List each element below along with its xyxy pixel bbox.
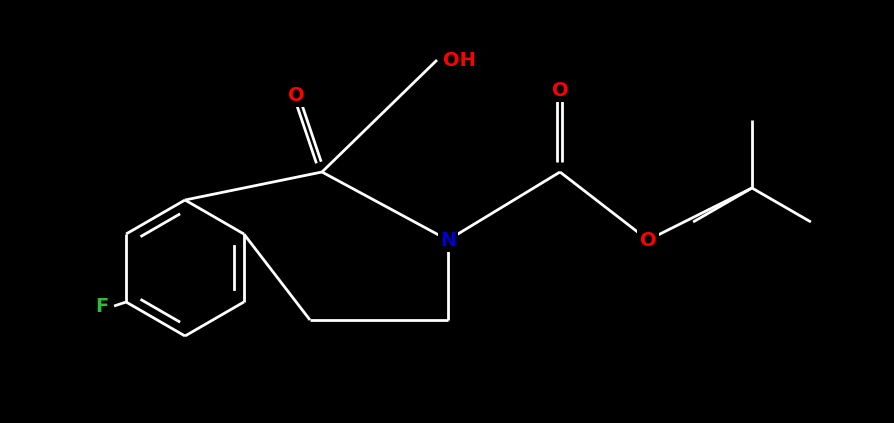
- Text: N: N: [439, 231, 456, 250]
- Text: OH: OH: [443, 50, 476, 69]
- Text: O: O: [639, 231, 655, 250]
- Text: F: F: [96, 297, 108, 316]
- Text: O: O: [287, 85, 304, 104]
- Text: O: O: [551, 80, 568, 99]
